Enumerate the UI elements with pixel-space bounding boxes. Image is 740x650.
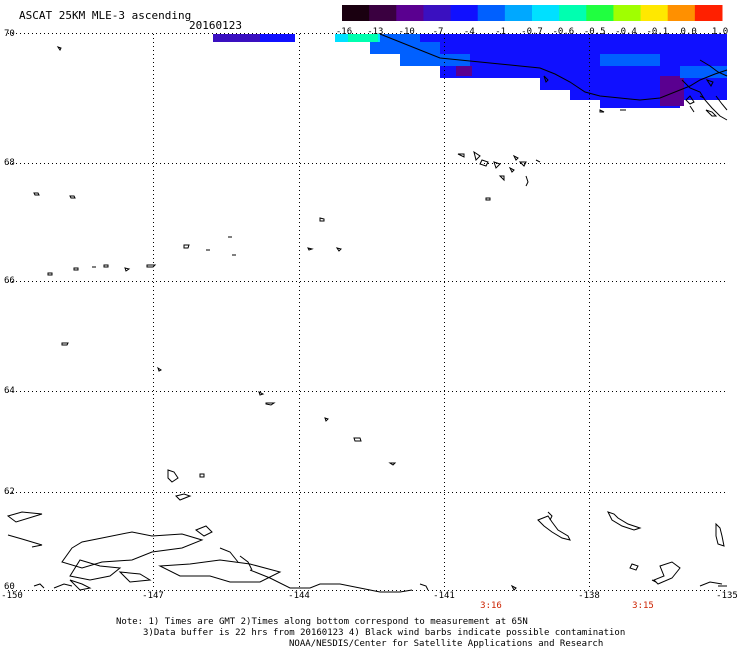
colorbar-cell: [396, 5, 424, 21]
colorbar-label: -0.7: [521, 27, 543, 37]
colorbar-label: 0.0: [680, 27, 697, 37]
colorbar-label: -13: [367, 27, 384, 37]
colorbar-label: -7: [432, 27, 444, 37]
lon-label-147: -147: [142, 591, 164, 601]
lon-label-138: -138: [578, 591, 600, 601]
colorbar-cell: [450, 5, 479, 21]
colorbar-cell: [559, 5, 587, 21]
colorbar-label: -4: [463, 27, 475, 37]
map-title: ASCAT 25KM MLE-3 ascending: [19, 9, 192, 22]
colorbar-label: -1: [495, 27, 507, 37]
lon-label-135: -135: [716, 591, 738, 601]
coastlines: [6, 33, 728, 593]
lon-label-150: -150: [1, 591, 23, 601]
colorbar-label: -0.5: [583, 27, 606, 37]
colorbar-label: -16: [335, 27, 353, 37]
note-line-2: 3)Data buffer is 22 hrs from 20160123 4)…: [143, 628, 626, 638]
lat-label-60: 60: [4, 582, 15, 592]
lat-label-70: 70: [4, 29, 15, 39]
lat-label-62: 62: [4, 487, 15, 497]
colorbar-label: -10: [398, 27, 415, 37]
colorbar-cell: [667, 5, 696, 21]
pass-time-1: 3:16: [480, 601, 502, 611]
lon-label-144: -144: [288, 591, 310, 601]
lat-label-64: 64: [4, 386, 15, 396]
colorbar-cell: [640, 5, 669, 21]
colorbar: [342, 5, 723, 21]
swath-data: [213, 34, 727, 108]
pass-time-2: 3:15: [632, 601, 654, 611]
colorbar-cell: [694, 5, 723, 21]
colorbar-cell: [532, 5, 560, 21]
colorbar-label: -0.4: [615, 27, 637, 37]
note-line-3: NOAA/NESDIS/Center for Satellite Applica…: [289, 639, 604, 649]
colorbar-label: -0.6: [552, 27, 575, 37]
colorbar-cell: [586, 5, 614, 21]
grid: [8, 33, 727, 590]
colorbar-cell: [504, 5, 533, 21]
colorbar-cell: [342, 5, 370, 21]
lat-label-66: 66: [4, 276, 15, 286]
lat-label-68: 68: [4, 158, 15, 168]
colorbar-label: -0.1: [646, 27, 669, 37]
note-line-1: Note: 1) Times are GMT 2)Times along bot…: [116, 617, 528, 627]
colorbar-cell: [423, 5, 452, 21]
map-date: 20160123: [189, 19, 242, 32]
colorbar-cell: [369, 5, 397, 21]
colorbar-cell: [477, 5, 506, 21]
lon-label-141: -141: [433, 591, 455, 601]
colorbar-label: 1.0: [711, 27, 729, 37]
colorbar-cell: [613, 5, 642, 21]
